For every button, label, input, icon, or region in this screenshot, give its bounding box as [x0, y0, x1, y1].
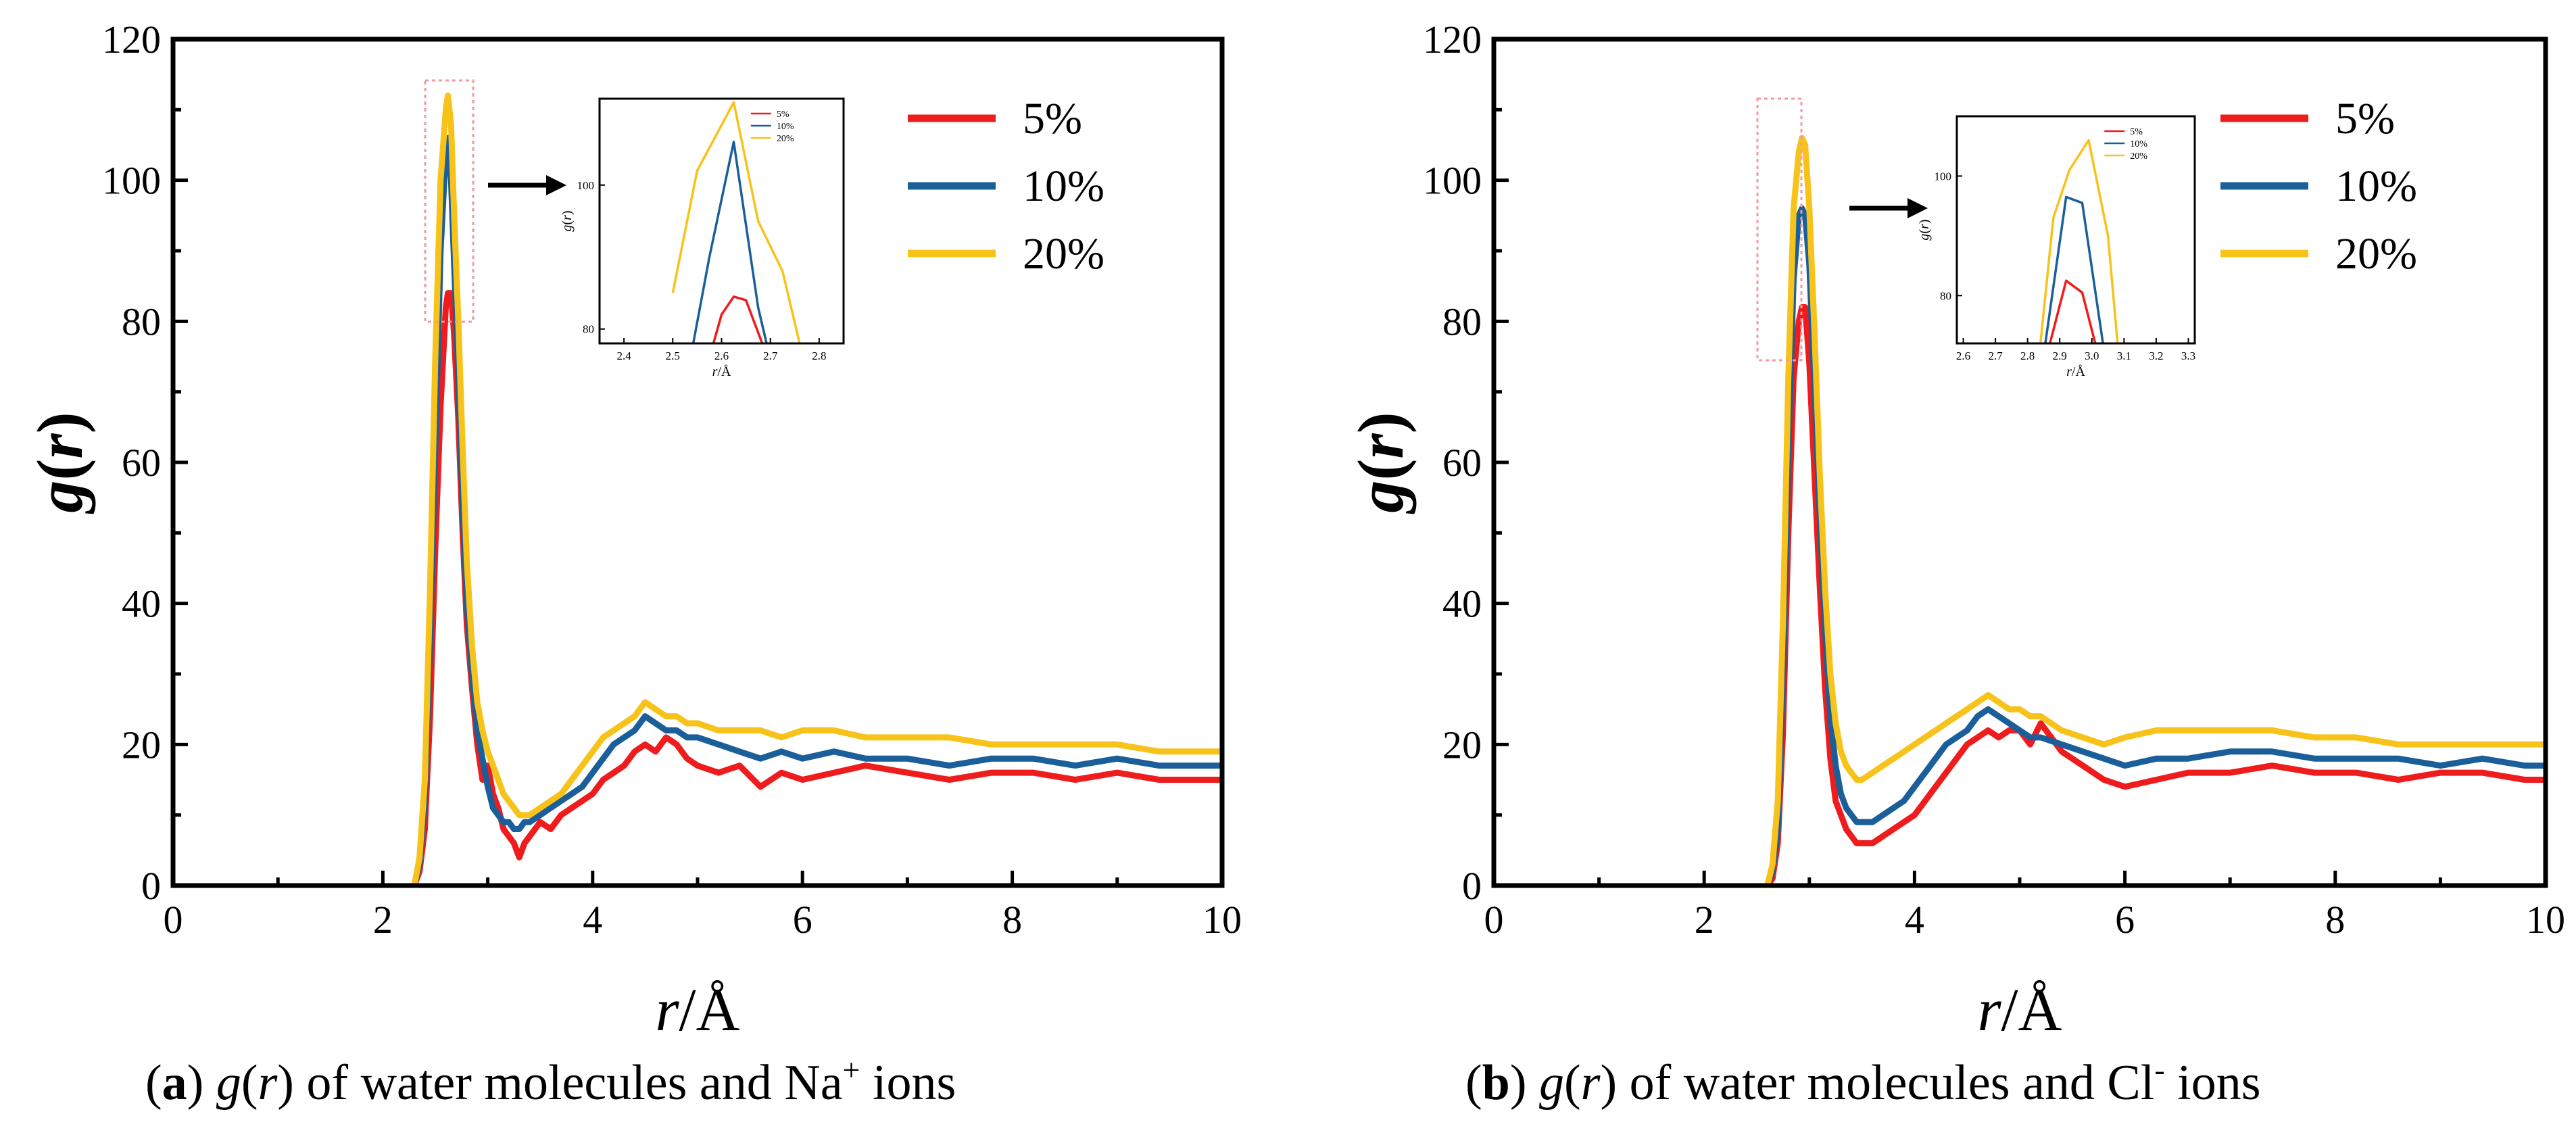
- inset-y-tick-label: 100: [577, 179, 595, 192]
- x-tick-label: 4: [1905, 898, 1924, 942]
- inset-plot: 2.4 2.5 2.6 2.7 2.8 80 100 r/Å g(r) 5% 10% 20%: [560, 97, 845, 379]
- inset-series-line-20pct: [2039, 139, 2119, 343]
- inset-background: [1957, 116, 2195, 343]
- inset-y-tick-label: 100: [1935, 170, 1952, 183]
- inset-series-line-20pct: [671, 101, 801, 343]
- y-tick-label: 100: [1423, 159, 1482, 203]
- y-tick-label: 20: [1442, 723, 1482, 767]
- y-tick-label: 60: [1442, 441, 1482, 485]
- inset-legend-label: 20%: [2130, 151, 2147, 162]
- inset-frame: [1955, 115, 2196, 345]
- x-axis-label: r/Å: [1977, 977, 2062, 1044]
- zoom-region: [1756, 97, 1803, 362]
- inset-x-axis-label: r/Å: [712, 364, 731, 379]
- inset-legend-label: 10%: [777, 122, 794, 132]
- legend-label: 10%: [1023, 162, 1104, 211]
- inset-legend-label: 5%: [2130, 127, 2143, 137]
- inset-x-tick-label: 2.7: [763, 349, 778, 362]
- inset-x-tick-label: 2.9: [2053, 349, 2067, 362]
- inset-y-axis-label: g(r): [560, 210, 575, 231]
- y-axis-label: g(r): [1344, 412, 1417, 514]
- legend-label: 10%: [2335, 162, 2417, 211]
- y-tick-label: 80: [1442, 299, 1482, 343]
- inset-legend-label: 20%: [777, 134, 794, 144]
- inset-series-line-10pct: [691, 141, 768, 343]
- x-tick-label: 10: [2526, 898, 2565, 942]
- series-line-20pct: [411, 93, 1222, 886]
- series-line-5pct: [411, 290, 1222, 886]
- x-tick-label: 6: [2115, 898, 2135, 942]
- x-tick-label: 0: [1484, 898, 1504, 942]
- zoom-arrow-head: [546, 175, 566, 195]
- inset-x-tick-label: 2.4: [616, 349, 631, 362]
- y-tick-label: 40: [1442, 582, 1482, 626]
- inset-x-tick-label: 2.8: [2020, 349, 2035, 362]
- x-tick-label: 0: [164, 898, 183, 942]
- series-line-20pct: [1764, 135, 2546, 886]
- series-line-5pct: [1764, 304, 2546, 886]
- panel-a: 0 2 4 6 8 10020406080100120r/Åg(r)5%10%20%2.4…: [24, 18, 1242, 1111]
- y-axis-label: g(r): [24, 412, 96, 514]
- inset-x-tick-label: 2.6: [714, 349, 729, 362]
- inset-x-tick-label: 2.5: [666, 349, 680, 362]
- legend-label: 5%: [1023, 94, 1082, 143]
- zoom-arrow-head: [1907, 198, 1928, 218]
- inset-x-tick-label: 2.8: [812, 349, 826, 362]
- inset-plot: 2.6 2.7 2.8 2.9 3.0 3.1 3.2 3.3 80 100 r/Å g(r) 5% 10…: [1917, 115, 2196, 379]
- inset-y-axis-label: g(r): [1917, 219, 1932, 240]
- y-tick-label: 20: [122, 723, 161, 767]
- y-tick-label: 120: [102, 18, 161, 62]
- y-tick-label: 80: [122, 299, 161, 343]
- series-line-10pct: [1764, 205, 2546, 886]
- legend-label: 5%: [2335, 94, 2395, 143]
- legend-label: 20%: [1023, 229, 1104, 279]
- x-tick-label: 6: [793, 898, 812, 942]
- inset-x-tick-label: 3.1: [2117, 349, 2131, 362]
- y-tick-label: 120: [1423, 18, 1482, 62]
- figure-caption: (a) g(r) of water molecules and Na+ ions: [145, 1053, 956, 1111]
- inset-legend-label: 5%: [777, 110, 789, 120]
- figure-caption: (b) g(r) of water molecules and Cl- ions: [1465, 1053, 2261, 1111]
- x-tick-label: 8: [2325, 898, 2345, 942]
- inset-background: [600, 99, 844, 343]
- zoom-region: [424, 79, 475, 323]
- y-tick-label: 40: [122, 582, 161, 626]
- legend-label: 20%: [2335, 229, 2417, 279]
- series-group: [411, 93, 1222, 886]
- panel-b: 0 2 4 6 8 10020406080100120r/Åg(r)5%10%20%2.6…: [1344, 18, 2565, 1111]
- x-axis-label: r/Å: [655, 977, 739, 1044]
- inset-series-group: [2039, 139, 2119, 343]
- x-tick-label: 2: [1695, 898, 1714, 942]
- inset-x-tick-label: 2.6: [1956, 349, 1970, 362]
- x-tick-label: 2: [373, 898, 393, 942]
- inset-x-tick-label: 3.2: [2149, 349, 2163, 362]
- inset-y-tick-label: 80: [583, 323, 594, 336]
- inset-x-tick-label: 2.7: [1988, 349, 2003, 362]
- inset-x-tick-label: 3.0: [2085, 349, 2099, 362]
- inset-series-line-5pct: [712, 295, 764, 343]
- y-tick-label: 0: [141, 864, 161, 908]
- y-tick-label: 0: [1462, 864, 1482, 908]
- x-tick-label: 4: [583, 898, 602, 942]
- series-group: [1764, 135, 2546, 886]
- x-tick-label: 8: [1002, 898, 1022, 942]
- inset-x-tick-label: 3.3: [2181, 349, 2195, 362]
- inset-x-axis-label: r/Å: [2066, 364, 2085, 379]
- x-tick-label: 10: [1202, 898, 1242, 942]
- inset-y-tick-label: 80: [1940, 289, 1951, 302]
- inset-series-line-10pct: [2044, 195, 2104, 343]
- inset-series-line-5pct: [2048, 279, 2097, 343]
- y-tick-label: 100: [102, 159, 161, 203]
- inset-legend-label: 10%: [2130, 139, 2147, 149]
- y-tick-label: 60: [122, 441, 161, 485]
- inset-series-group: [671, 101, 801, 343]
